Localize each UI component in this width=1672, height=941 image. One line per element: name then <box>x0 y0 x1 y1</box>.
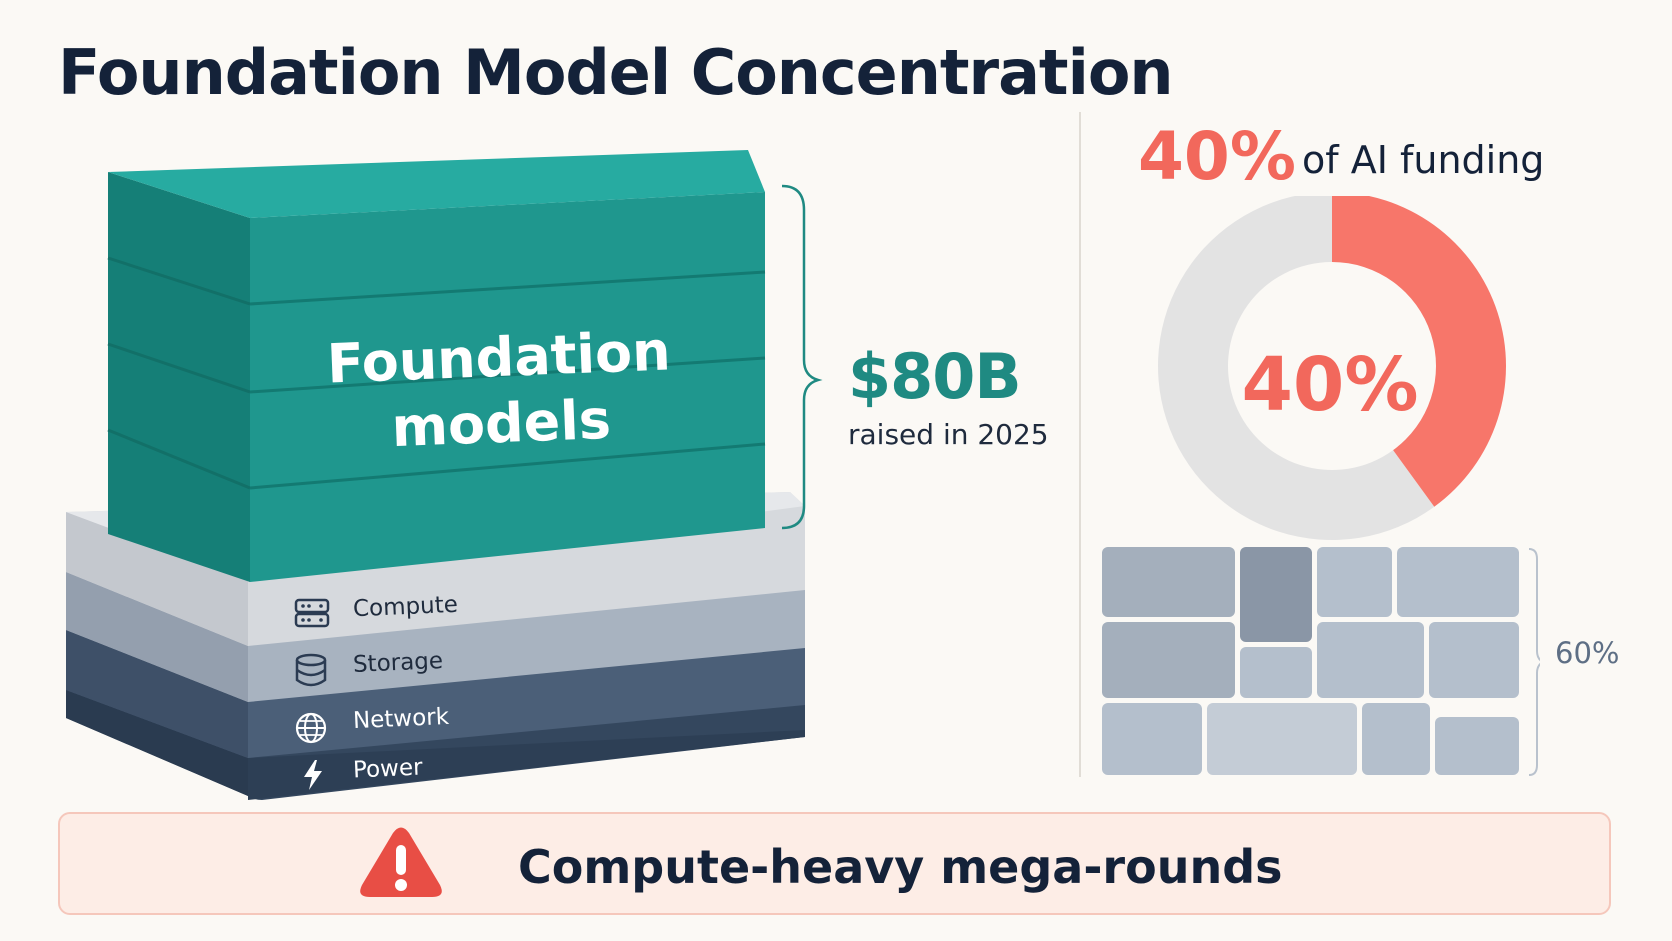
share-headline-value: 40% <box>1138 118 1296 195</box>
layer-label-compute: Compute <box>352 591 459 623</box>
layer-label-storage: Storage <box>352 648 444 678</box>
share-headline-label: of AI funding <box>1302 138 1545 182</box>
layer-label-power: Power <box>352 754 424 784</box>
funding-share-donut <box>1158 196 1507 540</box>
donut-center-value: 40% <box>1241 342 1419 428</box>
layer-label-network: Network <box>352 703 450 735</box>
remainder-share-label: 60% <box>1555 636 1620 670</box>
database-icon <box>294 653 328 691</box>
foundation-models-label: Foundation models <box>325 319 672 460</box>
alert-text: Compute-heavy mega-rounds <box>518 840 1283 894</box>
funding-amount: $80B <box>848 340 1022 413</box>
page-title: Foundation Model Concentration <box>58 36 1174 109</box>
lightning-icon <box>300 758 326 796</box>
funding-bracket <box>781 184 823 530</box>
donut-remainder-segment <box>1158 196 1435 540</box>
globe-icon <box>294 711 328 749</box>
alert-banner <box>58 812 1611 915</box>
remaining-funding-tiles <box>1102 547 1540 776</box>
warning-icon <box>358 825 444 905</box>
donut-share-segment <box>1332 196 1507 507</box>
foundation-models-block <box>107 150 766 582</box>
section-divider <box>1079 112 1081 777</box>
funding-caption: raised in 2025 <box>848 418 1049 451</box>
server-icon <box>294 598 330 632</box>
